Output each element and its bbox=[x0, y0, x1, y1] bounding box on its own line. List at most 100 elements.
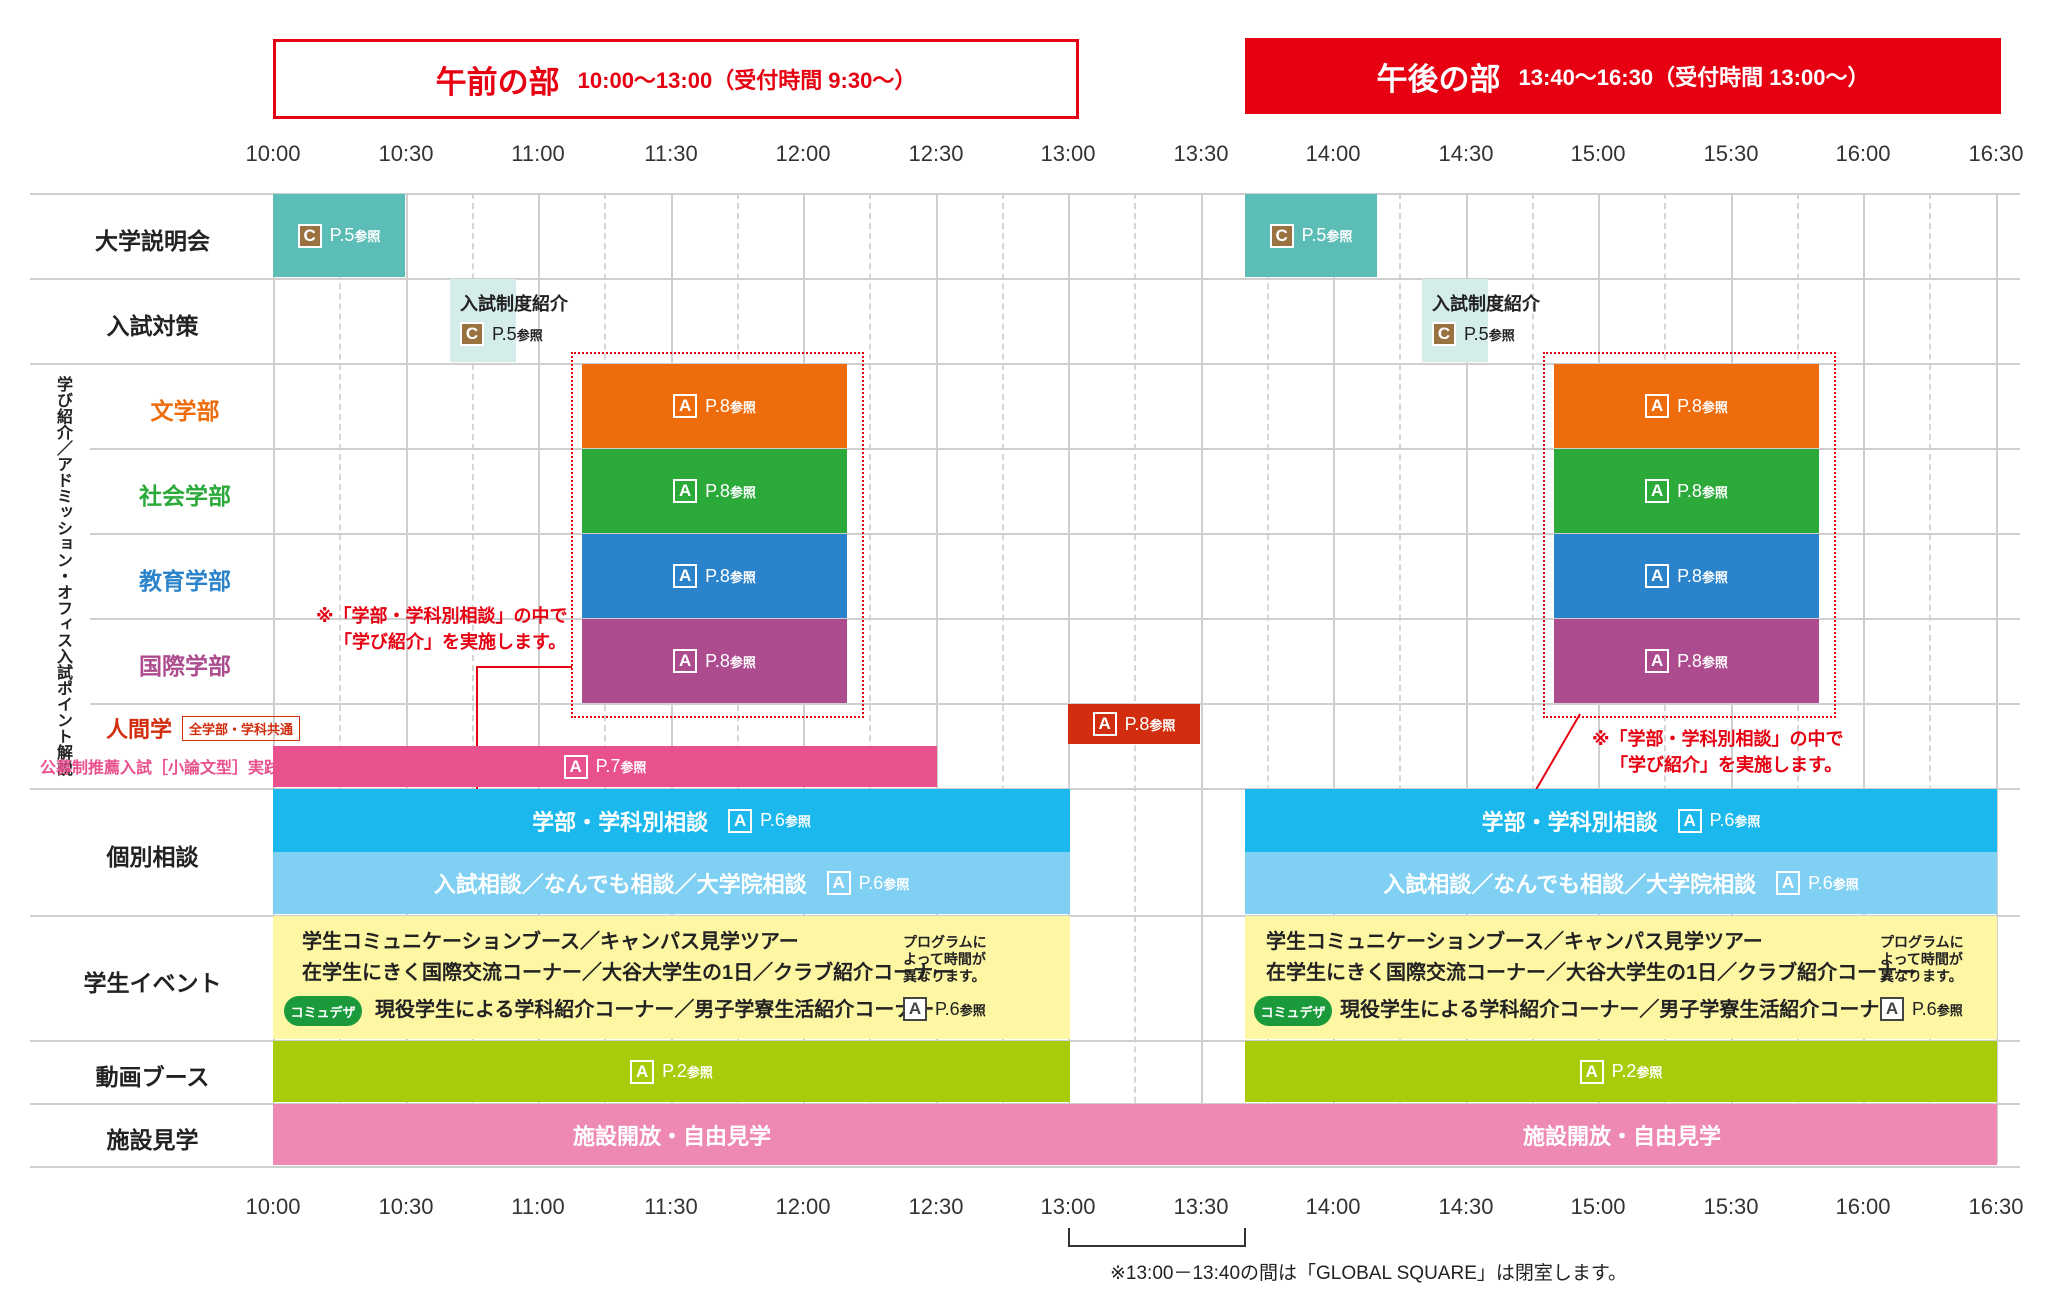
shakai-pm-block[interactable]: A P.8参照 bbox=[1554, 449, 1819, 533]
afternoon-session-time: 13:40〜16:30（受付時間 13:00〜） bbox=[1518, 65, 1870, 90]
program-note-line: 異なります。 bbox=[1880, 968, 1963, 984]
time-tick-top: 11:00 bbox=[511, 141, 565, 166]
badge-a: A bbox=[1645, 564, 1670, 588]
ningen-tag: 全学部・学科共通 bbox=[182, 715, 301, 741]
badge-a: A bbox=[673, 394, 698, 418]
row-label-shakai: 社会学部 bbox=[139, 483, 231, 509]
time-tick-bottom: 12:00 bbox=[775, 1194, 831, 1219]
ref-p6: P.6参照 bbox=[858, 872, 910, 893]
grid-line bbox=[1333, 193, 1335, 1163]
time-tick-bottom: 16:30 bbox=[1968, 1194, 2024, 1219]
manabi-pm-frame bbox=[1543, 352, 1836, 718]
badge-a: A bbox=[1092, 712, 1117, 736]
grid-line bbox=[1068, 193, 1070, 1163]
bungaku-am-block[interactable]: A P.8参照 bbox=[582, 364, 847, 448]
ref-p6: P.6参照 bbox=[1709, 810, 1761, 830]
badge-a: A bbox=[1645, 479, 1670, 503]
program-note-am: プログラムに よって時間が 異なります。 bbox=[903, 934, 987, 985]
time-tick-top: 12:30 bbox=[908, 141, 964, 166]
grid-line-minor bbox=[1002, 193, 1004, 1163]
douga-pm-block[interactable]: A P.2参照 bbox=[1245, 1041, 1997, 1102]
row-divider bbox=[90, 703, 2020, 705]
kyoiku-am-block[interactable]: A P.8参照 bbox=[582, 534, 847, 618]
manabi-note-am: ※「学部・学科別相談」の中で 「学び紹介」を実施します。 bbox=[316, 603, 568, 655]
ref-p8: P.8参照 bbox=[705, 395, 756, 416]
event-pm-block[interactable] bbox=[1245, 916, 1997, 1039]
badge-c: C bbox=[1432, 322, 1456, 346]
shakai-am-block[interactable]: A P.8参照 bbox=[582, 449, 847, 533]
ref-p6: P.6参照 bbox=[935, 998, 986, 1019]
time-tick-bottom: 16:00 bbox=[1835, 1194, 1891, 1219]
badge-a: A bbox=[1677, 808, 1702, 833]
event-pm-line2: 在学生にきく国際交流コーナー／大谷大学生の1日／クラブ紹介コーナー bbox=[1266, 962, 1918, 984]
ref-p7: P.7参照 bbox=[595, 756, 647, 776]
kokusai-pm-block[interactable]: A P.8参照 bbox=[1554, 619, 1819, 703]
row-label-koubo: 公募制推薦入試［小論文型］実践講座 bbox=[40, 760, 313, 777]
grid-line-minor bbox=[1134, 193, 1136, 1163]
time-tick-bottom: 11:00 bbox=[511, 1194, 565, 1219]
row-label-kyoiku: 教育学部 bbox=[139, 568, 231, 594]
badge-c: C bbox=[297, 223, 322, 248]
nyushi-seido-label: 入試制度紹介 bbox=[460, 294, 568, 314]
ref-p8: P.8参照 bbox=[1677, 650, 1728, 671]
event-am-line3: 現役学生による学科紹介コーナー／男子学寮生活紹介コーナー bbox=[375, 999, 935, 1021]
badge-a: A bbox=[1579, 1059, 1604, 1084]
grid-line bbox=[406, 193, 408, 1163]
shisetsu-block[interactable]: 施設開放・自由見学 施設開放・自由見学 bbox=[273, 1104, 1997, 1165]
ref-p8: P.8参照 bbox=[705, 565, 756, 586]
gakubu-soudan-label: 学部・学科別相談 bbox=[532, 809, 709, 835]
kokusai-am-block[interactable]: A P.8参照 bbox=[582, 619, 847, 703]
grid-line bbox=[273, 193, 275, 1163]
badge-a: A bbox=[728, 808, 753, 833]
row-label-bungaku: 文学部 bbox=[150, 398, 220, 424]
ref-p6: P.6参照 bbox=[1912, 998, 1963, 1019]
time-tick-top: 16:00 bbox=[1835, 141, 1891, 166]
ref-p8: P.8参照 bbox=[1677, 480, 1728, 501]
gakubu-soudan-am-block[interactable]: 学部・学科別相談 A P.6参照 bbox=[273, 789, 1070, 852]
shisetsu-pm-label: 施設開放・自由見学 bbox=[1523, 1123, 1722, 1149]
ningen-block[interactable]: A P.8参照 bbox=[1068, 704, 1200, 744]
grid-line-minor bbox=[1267, 193, 1269, 1163]
nyushi-am-label: 入試制度紹介 C P.5参照 bbox=[460, 290, 568, 346]
douga-am-block[interactable]: A P.2参照 bbox=[273, 1041, 1070, 1102]
badge-c: C bbox=[1269, 223, 1294, 248]
time-tick-bottom: 13:00 bbox=[1040, 1194, 1096, 1219]
row-divider bbox=[30, 278, 2020, 280]
row-divider bbox=[30, 193, 2020, 195]
ref-p8: P.8参照 bbox=[1677, 395, 1728, 416]
grid-line-minor bbox=[1929, 193, 1931, 1163]
nyushi-am-block[interactable] bbox=[450, 279, 516, 362]
event-am-line1: 学生コミュニケーションブース／キャンパス見学ツアー bbox=[302, 931, 799, 953]
note-line: 「学び紹介」を実施します。 bbox=[334, 632, 567, 652]
bungaku-pm-block[interactable]: A P.8参照 bbox=[1554, 364, 1819, 448]
manabi-am-frame bbox=[571, 352, 864, 718]
grid-line-minor bbox=[472, 193, 474, 1163]
row-label-shisetsu: 施設見学 bbox=[106, 1127, 199, 1153]
shisetsu-am-label: 施設開放・自由見学 bbox=[573, 1123, 772, 1149]
row-label-ningen: 人間学 全学部・学科共通 bbox=[106, 712, 301, 744]
morning-session-time: 10:00〜13:00（受付時間 9:30〜） bbox=[577, 68, 917, 93]
time-tick-bottom: 11:30 bbox=[644, 1194, 698, 1219]
event-am-block[interactable] bbox=[273, 916, 1070, 1039]
koubo-block[interactable]: A P.7参照 bbox=[273, 746, 937, 787]
ref-p6: P.6参照 bbox=[760, 810, 811, 830]
gakubu-soudan-pm-block[interactable]: 学部・学科別相談 A P.6参照 bbox=[1245, 789, 1997, 852]
grid-line bbox=[1996, 193, 1998, 1163]
program-note-line: よって時間が bbox=[1880, 951, 1963, 967]
note-line: ※「学部・学科別相談」の中で bbox=[316, 606, 568, 626]
nyushi-soudan-label: 入試相談／なんでも相談／大学院相談 bbox=[1383, 872, 1757, 897]
badge-a: A bbox=[826, 871, 851, 895]
nyushi-pm-block[interactable] bbox=[1422, 279, 1488, 362]
row-label-event: 学生イベント bbox=[83, 970, 222, 996]
kyoiku-pm-block[interactable]: A P.8参照 bbox=[1554, 534, 1819, 618]
setsumeikai-pm-block[interactable]: C P.5参照 bbox=[1245, 194, 1377, 277]
setsumeikai-am-block[interactable]: C P.5参照 bbox=[273, 194, 405, 277]
event-pm-ref: A P.6参照 bbox=[1880, 997, 1963, 1021]
nyushi-soudan-am-block[interactable]: 入試相談／なんでも相談／大学院相談 A P.6参照 bbox=[273, 852, 1070, 914]
grid-line-minor bbox=[1532, 193, 1534, 1163]
nyushi-soudan-pm-block[interactable]: 入試相談／なんでも相談／大学院相談 A P.6参照 bbox=[1245, 852, 1997, 914]
manabi-note-pm: ※「学部・学科別相談」の中で 「学び紹介」を実施します。 bbox=[1592, 726, 1844, 778]
event-am-line2: 在学生にきく国際交流コーナー／大谷大学生の1日／クラブ紹介コーナー bbox=[302, 962, 954, 984]
program-note-line: プログラムに bbox=[903, 934, 987, 950]
row-label-setsumeikai: 大学説明会 bbox=[95, 228, 210, 254]
